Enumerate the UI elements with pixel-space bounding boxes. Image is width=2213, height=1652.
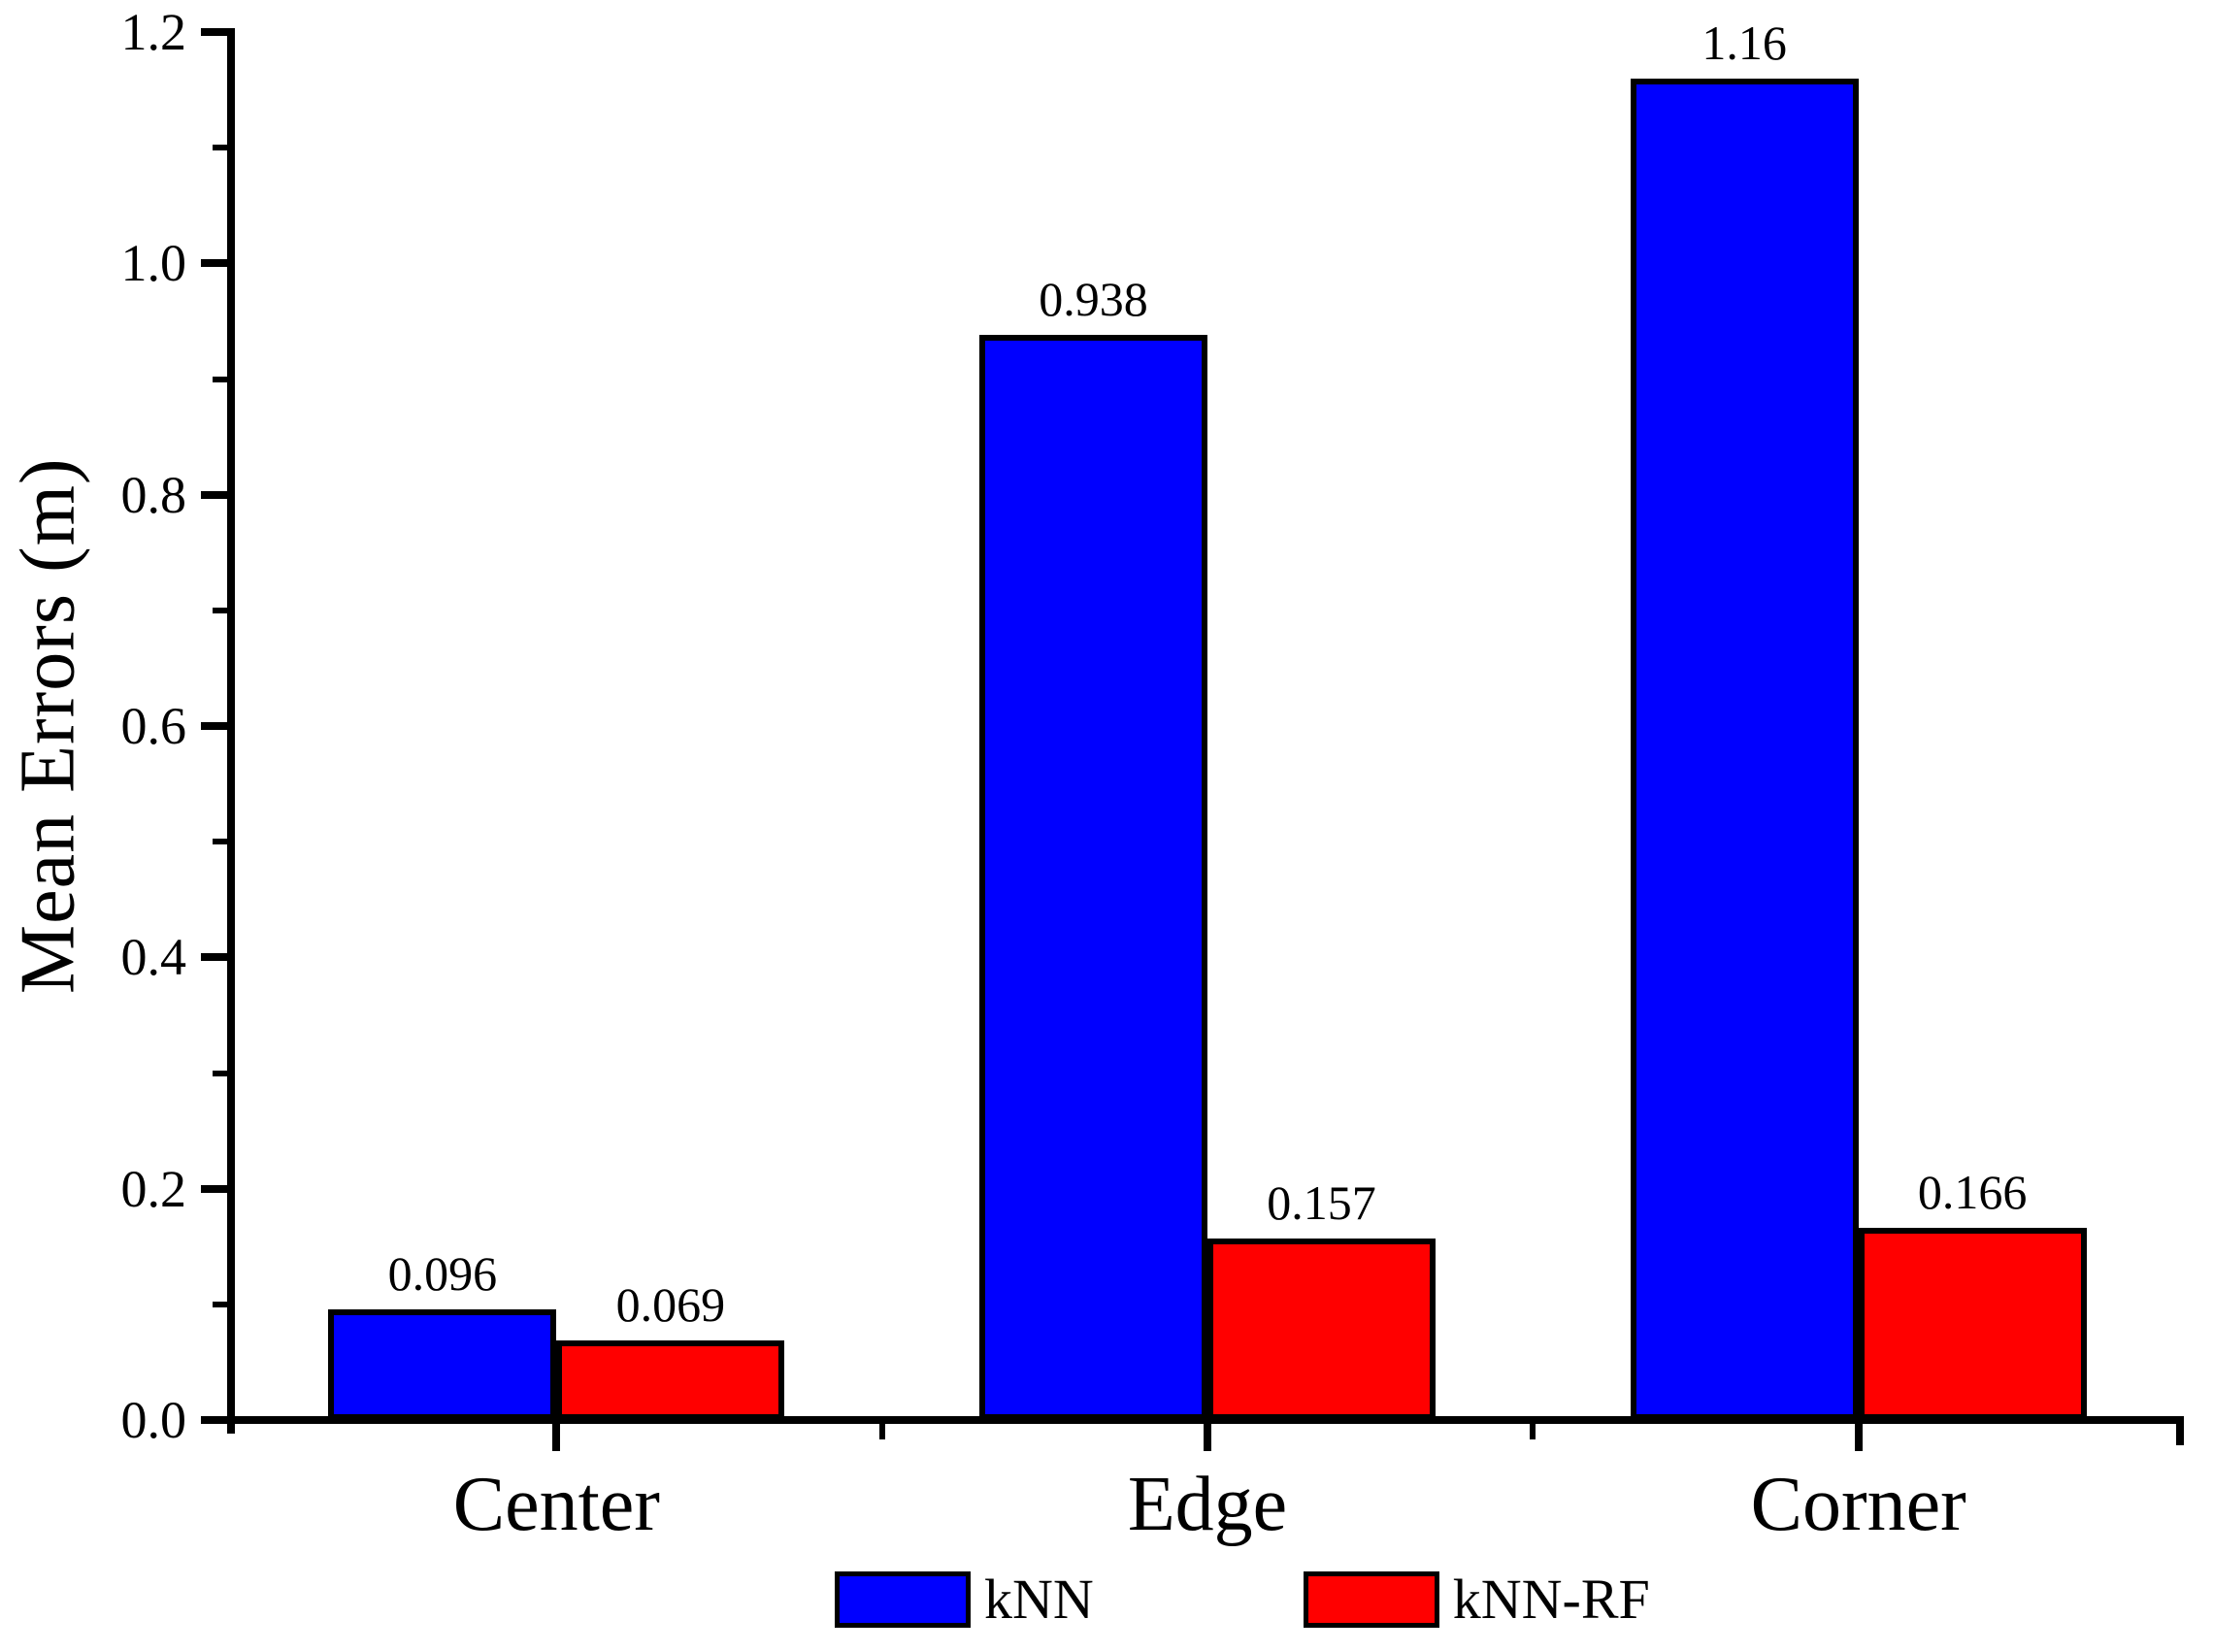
y-major-tick (201, 1184, 231, 1193)
legend-swatch-knn-rf (1303, 1571, 1439, 1628)
y-tick-label: 1.2 (120, 3, 187, 61)
bar-value-label: 0.157 (1267, 1174, 1376, 1230)
x-category-label-edge: Edge (1127, 1462, 1288, 1547)
y-major-tick (201, 722, 231, 730)
legend: kNN kNN-RF (835, 1567, 1650, 1633)
y-minor-tick (213, 145, 231, 151)
y-minor-tick (213, 1070, 231, 1076)
legend-item-knn-rf: kNN-RF (1303, 1567, 1650, 1633)
bar-knn-center (328, 1308, 557, 1420)
y-major-tick (201, 259, 231, 268)
y-tick-label: 0.0 (120, 1391, 187, 1449)
bar-value-label: 0.069 (615, 1276, 726, 1332)
y-minor-tick (213, 1301, 231, 1307)
y-major-tick (201, 490, 231, 499)
legend-swatch-knn (835, 1571, 971, 1628)
y-tick-label: 1.0 (120, 234, 187, 293)
y-major-tick (201, 953, 231, 962)
legend-item-knn: kNN (835, 1567, 1094, 1633)
x-major-tick (1854, 1424, 1863, 1451)
x-major-tick (552, 1424, 561, 1451)
y-tick-label: 0.4 (120, 928, 187, 987)
y-major-tick (201, 1416, 231, 1424)
bar-value-label: 1.16 (1701, 15, 1787, 70)
x-category-label-corner: Corner (1750, 1462, 1966, 1547)
y-axis-line (227, 28, 235, 1434)
bar-knn-corner (1630, 78, 1859, 1420)
bar-knn-edge (979, 335, 1207, 1420)
bar-value-label: 0.096 (387, 1245, 498, 1301)
bar-value-label: 0.166 (1917, 1165, 2028, 1220)
bar-knn-rf-corner (1858, 1228, 2087, 1420)
bar-value-label: 0.938 (1039, 272, 1148, 327)
bar-knn-rf-edge (1207, 1238, 1436, 1420)
y-tick-label: 0.6 (120, 697, 187, 755)
x-axis-end-tick (2176, 1424, 2184, 1445)
y-tick-label: 0.2 (120, 1159, 187, 1218)
y-major-tick (201, 28, 231, 36)
bar-knn-rf-center (556, 1339, 785, 1420)
y-tick-label: 0.8 (120, 465, 187, 524)
x-minor-tick (1530, 1424, 1536, 1439)
y-minor-tick (213, 607, 231, 613)
x-major-tick (1204, 1424, 1211, 1451)
legend-label: kNN (984, 1568, 1094, 1631)
x-category-label-center: Center (452, 1462, 660, 1547)
y-minor-tick (213, 839, 231, 845)
legend-label: kNN-RF (1452, 1568, 1650, 1631)
y-minor-tick (213, 376, 231, 382)
x-axis-line (231, 1416, 2184, 1424)
x-minor-tick (878, 1424, 885, 1439)
